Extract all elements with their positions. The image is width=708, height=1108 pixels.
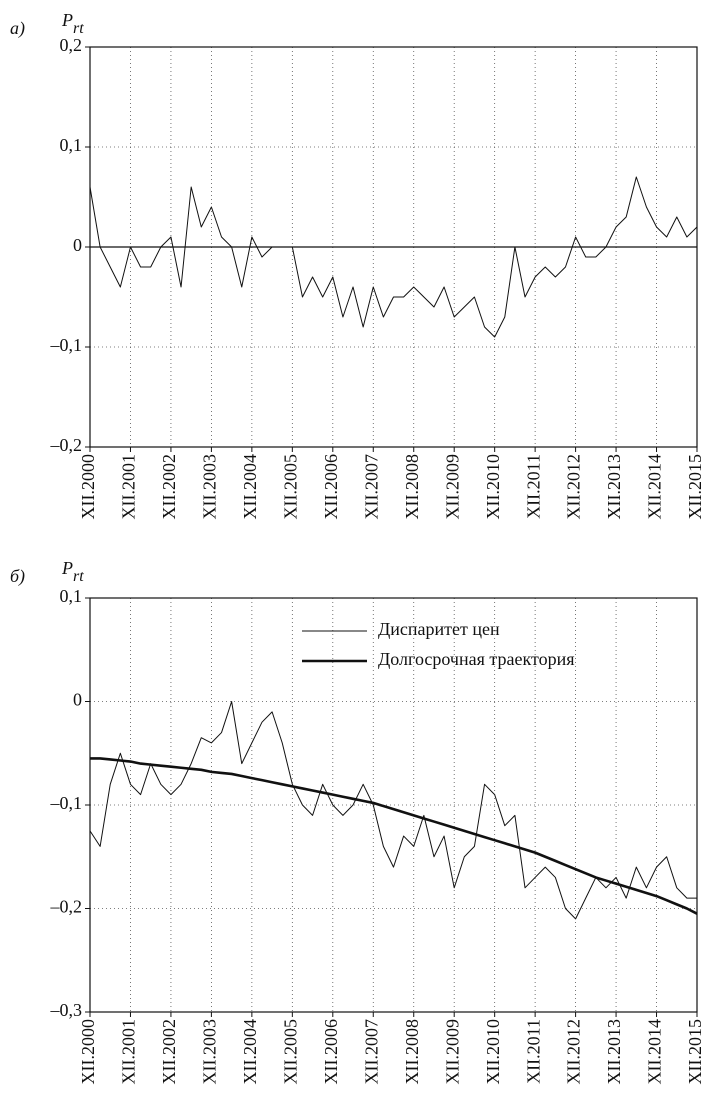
x-tick-label: XII.2004 (240, 454, 260, 520)
panel-label: б) (10, 566, 25, 587)
x-tick-label: XII.2003 (200, 454, 220, 520)
plot-frame (89, 46, 698, 448)
y-tick-label: 0,1 (60, 135, 83, 155)
x-tick-label: XII.2002 (159, 454, 179, 520)
y-axis-label-main: P (61, 558, 73, 578)
x-tick-label: XII.2003 (200, 1019, 220, 1085)
x-tick-label: XII.2010 (483, 1019, 503, 1085)
y-axis-label-main: P (61, 10, 73, 30)
x-tick-label: XII.2007 (361, 1019, 381, 1085)
y-tick-label: 0,1 (60, 586, 83, 606)
x-tick-label: XII.2011 (523, 454, 543, 519)
x-tick-label: XII.2008 (402, 454, 422, 520)
y-axis-label-sub: rt (73, 20, 84, 37)
legend-label: Диспаритет цен (378, 619, 500, 639)
x-tick-label: XII.2015 (685, 454, 705, 520)
x-tick-label: XII.2012 (564, 454, 584, 520)
x-tick-label: XII.2000 (78, 1019, 98, 1085)
data-line (90, 757, 698, 915)
y-tick-label: 0 (73, 690, 82, 710)
x-tick-label: XII.2013 (604, 454, 624, 520)
y-tick-label: 0 (73, 235, 82, 255)
x-tick-label: XII.2000 (78, 454, 98, 520)
data-line (89, 176, 698, 338)
legend-label: Долгосрочная траектория (378, 649, 575, 669)
y-axis-label-sub: rt (73, 568, 84, 585)
x-tick-label: XII.2006 (321, 1019, 341, 1085)
y-tick-label: –0,3 (50, 1000, 83, 1020)
x-tick-label: XII.2009 (442, 454, 462, 520)
x-tick-label: XII.2010 (483, 454, 503, 520)
x-tick-label: XII.2002 (159, 1019, 179, 1085)
x-tick-label: XII.2014 (645, 1019, 665, 1085)
x-tick-label: XII.2001 (119, 1019, 139, 1085)
y-tick-label: –0,2 (50, 897, 83, 917)
x-tick-label: XII.2011 (523, 1019, 543, 1084)
x-tick-label: XII.2006 (321, 454, 341, 520)
x-tick-label: XII.2005 (280, 454, 300, 520)
x-tick-label: XII.2014 (645, 454, 665, 520)
plot-frame (89, 597, 698, 1013)
x-tick-label: XII.2012 (564, 1019, 584, 1085)
x-tick-label: XII.2008 (402, 1019, 422, 1085)
y-tick-label: –0,1 (50, 793, 83, 813)
panel-label: а) (10, 18, 25, 39)
x-tick-label: XII.2009 (442, 1019, 462, 1085)
y-axis-label: Prt (61, 558, 84, 585)
x-tick-label: XII.2015 (685, 1019, 705, 1085)
y-tick-label: –0,1 (50, 335, 83, 355)
x-tick-label: XII.2007 (361, 454, 381, 520)
x-tick-label: XII.2013 (604, 1019, 624, 1085)
y-axis-label: Prt (61, 10, 84, 37)
y-tick-label: –0,2 (50, 435, 83, 455)
x-tick-label: XII.2001 (119, 454, 139, 520)
x-tick-label: XII.2004 (240, 1019, 260, 1085)
y-tick-label: 0,2 (60, 35, 83, 55)
x-tick-label: XII.2005 (280, 1019, 300, 1085)
